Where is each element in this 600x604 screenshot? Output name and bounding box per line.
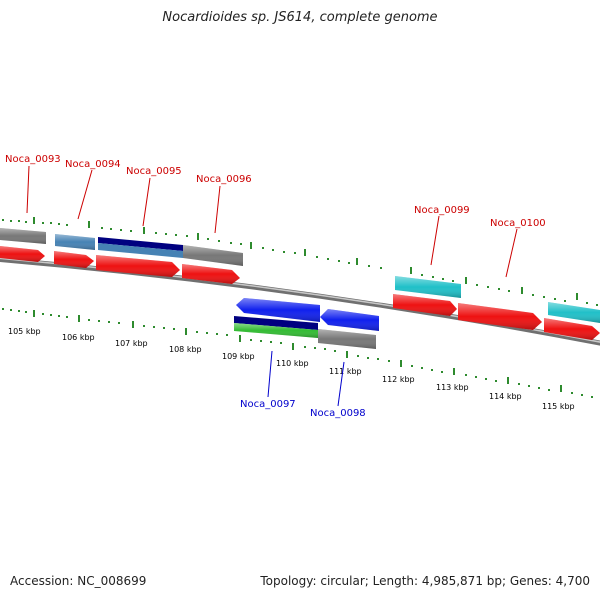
scale-label: 109 kbp [222,352,255,361]
label-leaders [26,165,518,407]
gene-block[interactable] [234,316,318,330]
scale-label: 112 kbp [382,375,415,384]
lower-tick-track [2,308,593,398]
map-title: Nocardioides sp. JS614, complete genome [162,10,438,25]
gene-label[interactable]: Noca_0097 [240,399,296,410]
gene-block[interactable] [98,243,183,258]
gene-label[interactable]: Noca_0100 [490,218,546,229]
accession-text: Accession: NC_008699 [10,574,147,588]
scale-label: 113 kbp [436,383,469,392]
scale-labels: 105 kbp 106 kbp 107 kbp 108 kbp 109 kbp … [8,327,575,411]
feature-track-bottom [234,298,379,349]
scale-label: 115 kbp [542,402,575,411]
feature-track-top [0,228,600,323]
cds-track [0,246,600,340]
scale-label: 106 kbp [62,333,95,342]
gene-labels: Noca_0093 Noca_0094 Noca_0095 Noca_0096 … [5,154,546,419]
upper-tick-track [2,217,598,306]
gene-label[interactable]: Noca_0093 [5,154,61,165]
scale-label: 107 kbp [115,339,148,348]
gene-label[interactable]: Noca_0095 [126,166,182,177]
gene-label[interactable]: Noca_0096 [196,174,252,185]
scale-label: 111 kbp [329,367,362,376]
genome-info-text: Topology: circular; Length: 4,985,871 bp… [260,574,590,588]
gene-block[interactable] [98,237,183,251]
gene-label[interactable]: Noca_0098 [310,408,366,419]
scale-label: 108 kbp [169,345,202,354]
scale-label: 110 kbp [276,359,309,368]
gene-label[interactable]: Noca_0094 [65,159,121,170]
scale-label: 105 kbp [8,327,41,336]
gene-label[interactable]: Noca_0099 [414,205,470,216]
scale-label: 114 kbp [489,392,522,401]
